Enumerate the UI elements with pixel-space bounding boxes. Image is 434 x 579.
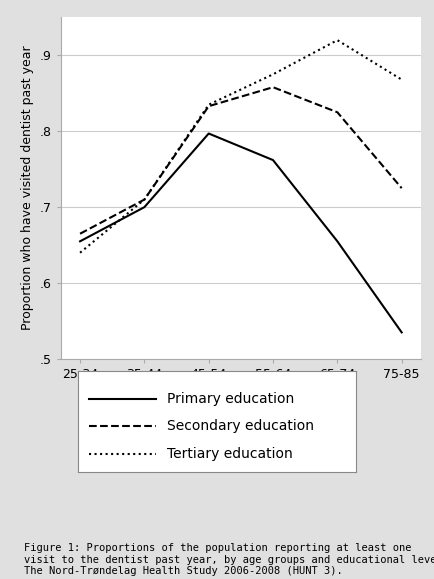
Line: Tertiary education: Tertiary education [80, 40, 402, 252]
Tertiary education [270, 71, 276, 78]
X-axis label: Age groups: Age groups [205, 387, 276, 400]
Y-axis label: Proportion who have visited dentist past year: Proportion who have visited dentist past… [21, 46, 34, 331]
Secondary education [206, 102, 211, 109]
Line: Primary education: Primary education [80, 134, 402, 332]
Primary education [142, 204, 147, 211]
Primary education [335, 238, 340, 245]
Secondary education [335, 109, 340, 116]
Tertiary education [399, 76, 404, 83]
Secondary education [399, 185, 404, 192]
Text: Secondary education: Secondary education [167, 419, 314, 433]
Tertiary education [206, 101, 211, 108]
Tertiary education [335, 36, 340, 43]
Secondary education [77, 230, 82, 237]
Line: Secondary education: Secondary education [80, 87, 402, 234]
Text: Tertiary education: Tertiary education [167, 446, 293, 461]
Tertiary education [77, 249, 82, 256]
Secondary education [270, 84, 276, 91]
Text: Figure 1: Proportions of the population reporting at least one
visit to the dent: Figure 1: Proportions of the population … [24, 543, 434, 576]
Primary education [77, 238, 82, 245]
Primary education [270, 156, 276, 163]
Secondary education [142, 196, 147, 203]
Primary education [206, 130, 211, 137]
Tertiary education [142, 196, 147, 203]
Primary education [399, 329, 404, 336]
Text: Primary education: Primary education [167, 392, 294, 406]
